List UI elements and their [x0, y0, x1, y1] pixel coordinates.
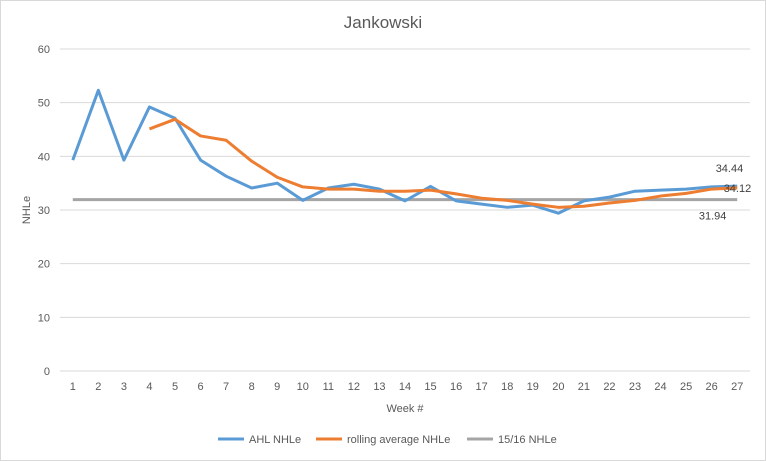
x-tick-label: 1 — [70, 381, 76, 393]
x-tick-label: 14 — [399, 381, 411, 393]
y-tick-label: 0 — [44, 366, 50, 378]
x-axis-label: Week # — [386, 403, 424, 415]
x-tick-label: 22 — [603, 381, 615, 393]
x-tick-label: 21 — [578, 381, 590, 393]
x-tick-label: 20 — [552, 381, 564, 393]
chart-title: Jankowski — [344, 13, 422, 32]
x-tick-label: 13 — [373, 381, 385, 393]
y-tick-label: 60 — [38, 44, 50, 56]
x-tick-label: 15 — [424, 381, 436, 393]
x-tick-label: 16 — [450, 381, 462, 393]
x-tick-label: 5 — [172, 381, 178, 393]
legend-entry: AHL NHLe — [249, 434, 301, 446]
x-tick-label: 7 — [223, 381, 229, 393]
x-tick-label: 8 — [249, 381, 255, 393]
data-label: 31.94 — [699, 211, 727, 223]
y-axis-label: NHLe — [21, 196, 33, 224]
x-tick-label: 3 — [121, 381, 127, 393]
data-label: 34.44 — [716, 163, 744, 175]
y-tick-label: 20 — [38, 259, 50, 271]
x-tick-label: 25 — [680, 381, 692, 393]
x-tick-label: 23 — [629, 381, 641, 393]
data-label: 34.12 — [724, 183, 752, 195]
y-tick-label: 10 — [38, 312, 50, 324]
series-line-ahl-nhle — [71, 88, 738, 215]
legend-entry: 15/16 NHLe — [498, 434, 557, 446]
x-tick-label: 4 — [146, 381, 152, 393]
x-tick-label: 26 — [706, 381, 718, 393]
y-tick-label: 40 — [38, 151, 50, 163]
x-tick-label: 9 — [274, 381, 280, 393]
x-tick-label: 19 — [527, 381, 539, 393]
y-tick-label: 50 — [38, 98, 50, 110]
x-tick-label: 6 — [197, 381, 203, 393]
x-tick-label: 11 — [323, 381, 334, 393]
legend-entry: rolling average NHLe — [347, 434, 450, 446]
x-tick-label: 27 — [731, 381, 743, 393]
x-tick-label: 10 — [297, 381, 309, 393]
series-line-rolling-average-nhle — [148, 117, 738, 209]
x-tick-label: 24 — [654, 381, 666, 393]
x-tick-label: 2 — [95, 381, 101, 393]
x-tick-label: 17 — [476, 381, 488, 393]
y-tick-label: 30 — [38, 205, 50, 217]
x-tick-label: 18 — [501, 381, 513, 393]
x-tick-label: 12 — [348, 381, 360, 393]
